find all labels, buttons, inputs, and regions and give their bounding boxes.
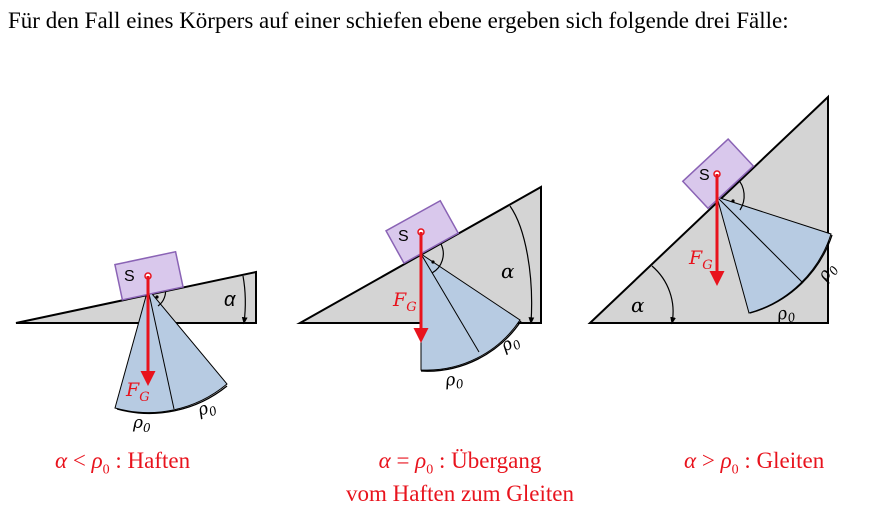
- block-label-3: S: [699, 167, 710, 184]
- right-angle-arc-3: [736, 177, 745, 211]
- rho-arc-2: [420, 320, 522, 372]
- right-angle-arc-2: [431, 243, 444, 274]
- rho-label-3a: ρ0: [774, 302, 797, 327]
- caption-haften: α < ρ0 : Haften: [55, 448, 191, 478]
- alpha-label-3: α: [631, 293, 645, 317]
- block-label-2: S: [398, 228, 409, 245]
- alpha-label-2: α: [501, 259, 515, 283]
- force-label-3: FG: [688, 247, 713, 273]
- diagram-haften: α S FG ρ0 ρ0: [15, 250, 257, 435]
- rho-arc-1: [116, 385, 228, 415]
- caption-gleiten: α > ρ0 : Gleiten: [684, 448, 825, 478]
- force-label-1: FG: [125, 379, 150, 405]
- block-label-1: S: [124, 268, 135, 285]
- rho-label-1a: ρ0: [132, 413, 151, 435]
- cone-normal-line-1: [147, 288, 175, 410]
- cone-normal-line-2: [420, 253, 480, 353]
- diagram-gleiten: α S FG ρ0 ρ0: [587, 94, 842, 327]
- force-label-2: FG: [392, 289, 417, 315]
- alpha-arc-3: [651, 265, 676, 325]
- rho-arc-3: [749, 234, 833, 314]
- friction-cone-2: [420, 253, 521, 371]
- caption-uebergang-line2: vom Haften zum Gleiten: [345, 480, 574, 506]
- diagram-uebergang: α S FG ρ0 ρ0: [296, 185, 542, 393]
- alpha-arc-1: [241, 275, 248, 325]
- intro-paragraph: Für den Fall eines Körpers auf einer sch…: [8, 8, 789, 33]
- right-angle-dot-3: [731, 199, 735, 203]
- alpha-arc-2: [509, 205, 535, 325]
- cone-normal-line-3: [716, 196, 804, 284]
- caption-uebergang: α = ρ0 : Übergang vom Haften zum Gleiten: [300, 448, 620, 507]
- right-angle-dot-2: [431, 260, 435, 264]
- right-angle-dot-1: [155, 295, 159, 299]
- rho-label-2a: ρ0: [443, 369, 465, 393]
- alpha-label-1: α: [224, 289, 236, 311]
